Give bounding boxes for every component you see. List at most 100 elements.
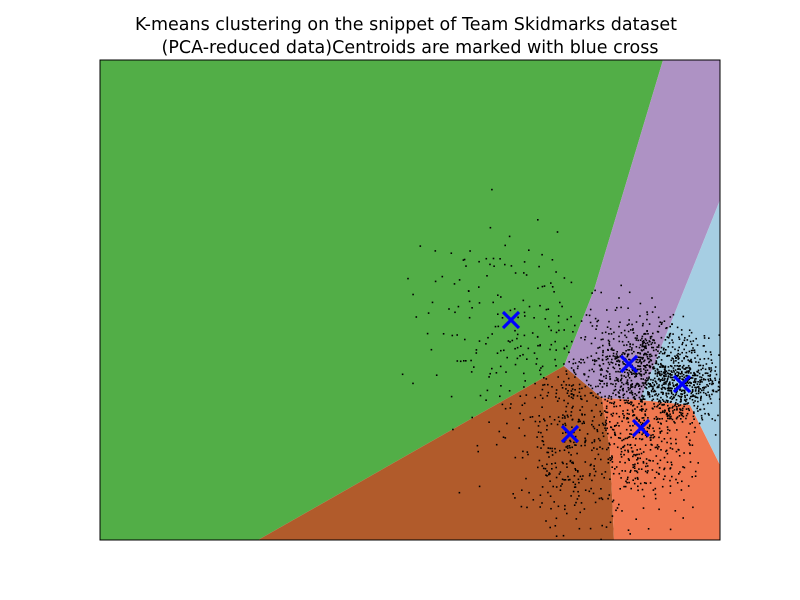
data-point [600,291,602,294]
data-point [584,439,587,442]
data-point [675,442,677,445]
data-point [551,259,554,261]
data-point [668,387,670,390]
data-point [616,379,618,381]
data-point [656,395,659,397]
data-point [683,348,685,351]
data-point [523,434,526,437]
data-point [671,346,674,348]
data-point [646,318,648,321]
data-point [499,365,502,368]
data-point [661,417,663,420]
data-point [692,394,694,396]
data-point [647,470,649,472]
data-point [649,482,652,484]
data-point [709,375,711,377]
data-point [624,352,626,355]
data-point [669,467,672,469]
data-point [570,411,573,413]
data-point [681,409,684,412]
data-point [662,386,664,389]
data-point [627,399,629,402]
data-point [653,417,656,420]
data-point [672,393,674,396]
data-point [551,468,553,470]
data-point [509,309,512,312]
data-point [636,337,638,339]
data-point [694,470,697,473]
data-point [582,420,585,423]
data-point [619,399,622,401]
data-point [635,339,638,341]
data-point [657,369,659,371]
data-point [656,444,659,446]
data-point [688,432,690,434]
data-point [654,306,656,308]
data-point [694,386,696,389]
data-point [653,435,656,438]
data-point [591,479,593,482]
data-point [570,315,572,318]
data-point [652,346,655,349]
data-point [557,416,560,418]
data-point [495,443,498,446]
data-point [664,409,666,412]
data-point [588,474,591,477]
data-point [478,340,481,342]
data-point [704,378,707,381]
data-point [661,398,664,401]
data-point [675,384,677,386]
data-point [584,338,586,341]
data-point [707,412,710,415]
data-point [709,374,712,376]
data-point [628,323,630,325]
data-point [668,415,671,417]
data-point [654,342,656,344]
data-point [638,346,641,349]
data-point [699,364,702,367]
data-point [541,397,544,400]
data-point [660,401,662,404]
data-point [676,482,679,484]
data-point [680,418,682,420]
data-point [619,488,621,490]
data-point [644,386,646,388]
data-point [563,363,565,365]
data-point [691,476,693,478]
data-point [523,402,526,405]
data-point [514,363,517,366]
data-point [643,495,645,498]
data-point [694,380,697,383]
data-point [543,377,545,379]
data-point [649,337,652,340]
data-point [683,376,685,379]
data-point [629,371,632,373]
data-point [596,320,598,323]
data-point [625,336,628,339]
data-point [546,463,548,466]
data-point [601,332,604,334]
data-point [563,277,566,279]
data-point [654,487,657,490]
data-point [645,387,648,390]
data-point [679,373,682,375]
data-point [684,368,687,370]
data-point [558,473,561,475]
data-point [543,285,546,287]
data-point [631,352,633,355]
data-point [661,485,664,488]
data-point [672,341,674,344]
data-point [642,461,645,463]
data-point [681,370,683,373]
data-point [694,475,697,477]
data-point [657,346,660,348]
data-point [568,361,570,363]
data-point [643,482,646,484]
data-point [641,394,643,397]
data-point [609,521,612,524]
data-point [686,380,689,383]
data-point [603,476,605,479]
data-point [675,401,677,404]
data-point [636,476,639,479]
data-point [653,384,656,387]
